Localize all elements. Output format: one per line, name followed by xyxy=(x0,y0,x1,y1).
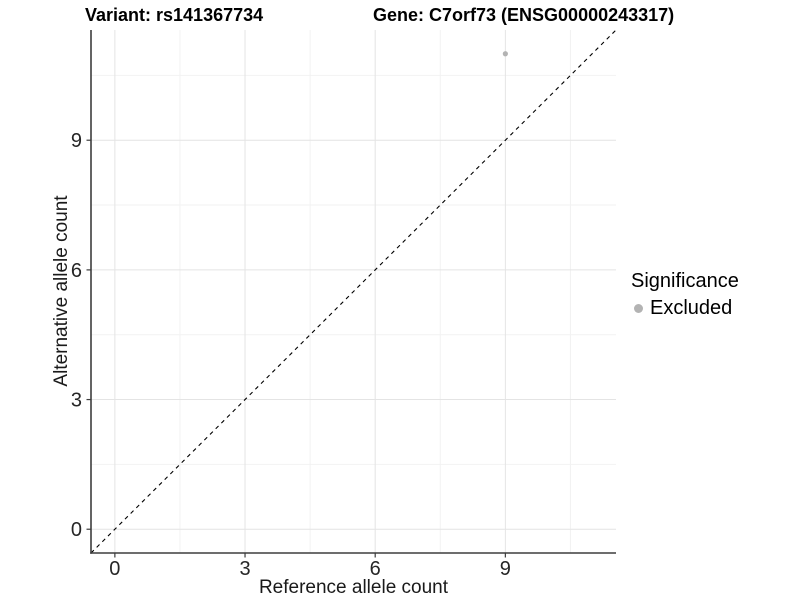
y-tick-label: 0 xyxy=(71,519,82,541)
y-tick-label: 6 xyxy=(71,260,82,282)
data-point xyxy=(502,51,508,57)
y-axis-title: Alternative allele count xyxy=(51,195,72,387)
legend-point-icon xyxy=(634,304,643,313)
plot-title-gene: Gene: C7orf73 (ENSG00000243317) xyxy=(373,5,675,25)
x-tick-label: 3 xyxy=(239,558,250,580)
plot-title-variant: Variant: rs141367734 xyxy=(85,5,264,25)
reference-line xyxy=(90,29,617,554)
x-tick-label: 9 xyxy=(500,558,511,580)
legend-title: Significance xyxy=(631,270,739,292)
legend-item-label: Excluded xyxy=(650,297,733,319)
x-axis-title: Reference allele count xyxy=(258,577,449,598)
x-tick-label: 6 xyxy=(370,558,381,580)
x-tick-label: 0 xyxy=(109,558,120,580)
legend: Significance Excluded xyxy=(631,270,739,320)
y-tick-label: 9 xyxy=(71,130,82,152)
y-tick-label: 3 xyxy=(71,390,82,412)
legend-item-excluded: Excluded xyxy=(631,297,739,320)
